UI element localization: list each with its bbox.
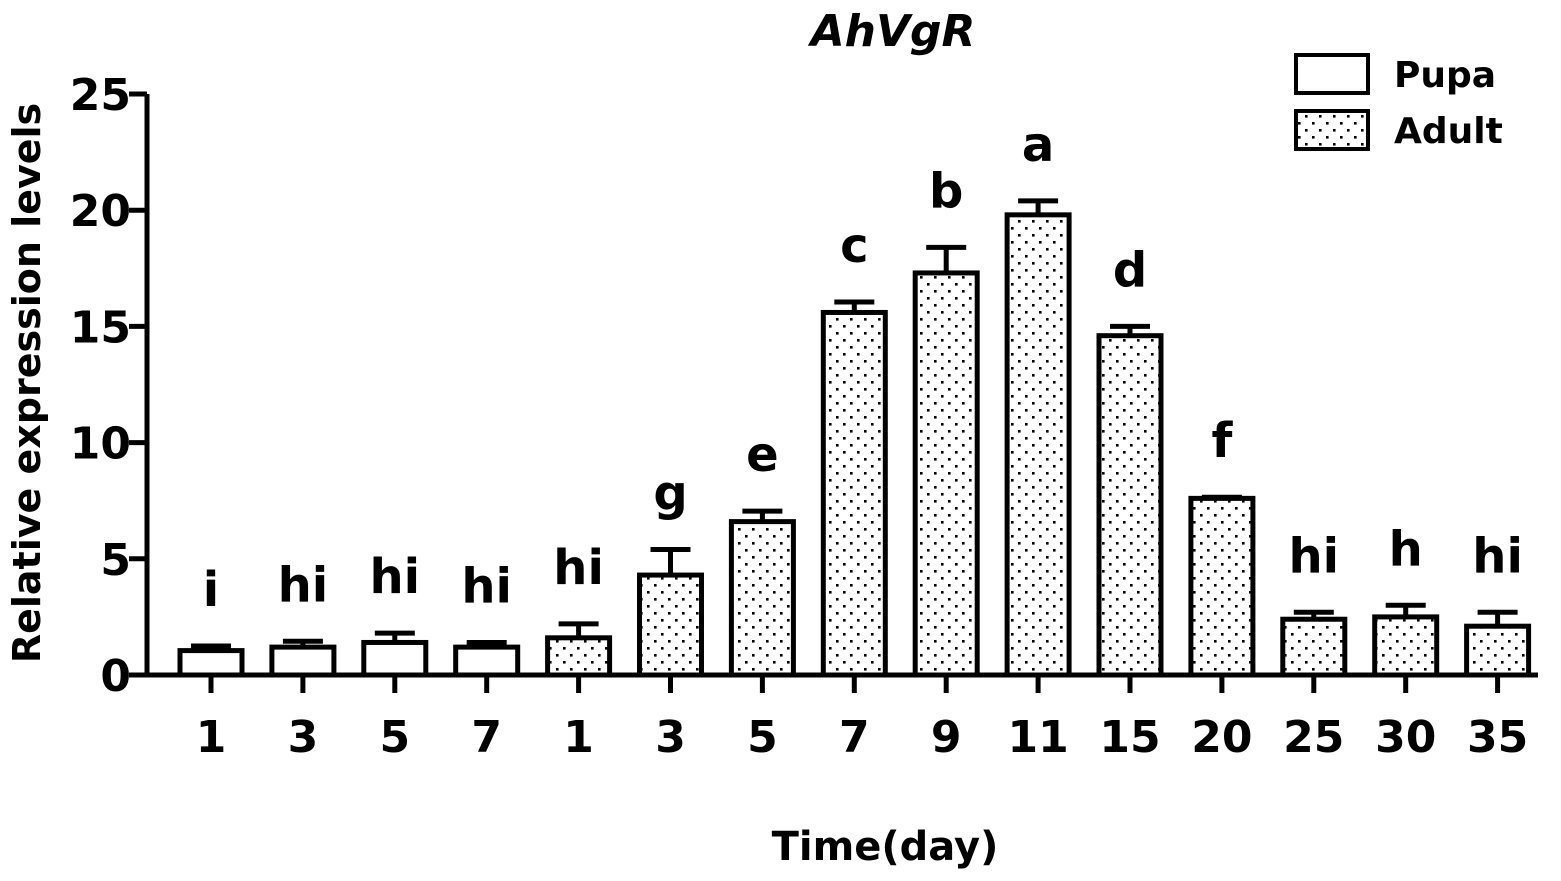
x-axis-label: Time(day) bbox=[772, 824, 999, 870]
significance-label: hi bbox=[369, 549, 420, 605]
x-tick-label: 9 bbox=[931, 712, 962, 763]
legend-label-adult: Adult bbox=[1394, 111, 1503, 152]
bar bbox=[545, 635, 613, 678]
bars bbox=[177, 198, 1532, 678]
chart-title: AhVgR bbox=[808, 6, 976, 57]
bar bbox=[1188, 495, 1256, 678]
significance-label: hi bbox=[1288, 528, 1339, 584]
bar bbox=[177, 648, 245, 678]
significance-label: hi bbox=[553, 540, 604, 596]
x-tick-label: 3 bbox=[655, 712, 686, 763]
x-tick-label: 25 bbox=[1283, 712, 1344, 763]
bar bbox=[1280, 616, 1348, 678]
x-tick-label: 11 bbox=[1007, 712, 1068, 763]
significance-label: f bbox=[1211, 413, 1233, 469]
significance-label: hi bbox=[461, 558, 512, 614]
significance-label: b bbox=[929, 163, 963, 219]
y-tick-label: 10 bbox=[70, 419, 131, 470]
x-axis: 1 3 5 7 1 3 5 7 9 11 15 20 25 30 35 bbox=[147, 672, 1538, 763]
significance-label: c bbox=[840, 218, 868, 274]
bar bbox=[1372, 614, 1440, 678]
significance-label: a bbox=[1022, 117, 1054, 173]
legend-label-pupa: Pupa bbox=[1394, 55, 1496, 96]
x-tick-label: 15 bbox=[1099, 712, 1160, 763]
y-tick-label: 0 bbox=[100, 651, 131, 702]
x-tick-label: 7 bbox=[839, 712, 870, 763]
bar bbox=[1096, 333, 1164, 678]
bar bbox=[820, 309, 888, 678]
significance-label: hi bbox=[1472, 528, 1523, 584]
legend: Pupa Adult bbox=[1294, 53, 1503, 152]
x-tick-label: 35 bbox=[1467, 712, 1528, 763]
significance-label: h bbox=[1389, 521, 1423, 577]
y-tick-label: 5 bbox=[100, 535, 131, 586]
x-tick-label: 30 bbox=[1375, 712, 1436, 763]
significance-label: i bbox=[203, 562, 219, 618]
y-axis: 0 5 10 15 20 25 bbox=[70, 70, 150, 702]
bar bbox=[361, 639, 429, 678]
x-tick-label: 1 bbox=[563, 712, 594, 763]
y-tick-label: 20 bbox=[70, 186, 131, 237]
bar bbox=[453, 644, 521, 678]
bar bbox=[1464, 623, 1532, 678]
bar bbox=[269, 644, 337, 678]
x-tick-label: 5 bbox=[379, 712, 410, 763]
x-tick-label: 7 bbox=[471, 712, 502, 763]
x-tick-label: 1 bbox=[196, 712, 227, 763]
legend-swatch-adult bbox=[1294, 109, 1370, 151]
significance-label: g bbox=[653, 466, 687, 522]
bar bbox=[637, 572, 704, 678]
x-tick-label: 5 bbox=[747, 712, 778, 763]
bar bbox=[1004, 212, 1072, 678]
bar bbox=[912, 270, 980, 678]
significance-label: e bbox=[746, 427, 779, 483]
bar bbox=[728, 519, 796, 678]
significance-label: hi bbox=[278, 557, 329, 613]
y-tick-label: 15 bbox=[70, 302, 131, 353]
x-tick-label: 3 bbox=[288, 712, 319, 763]
legend-swatch-pupa bbox=[1294, 53, 1370, 95]
y-axis-label: Relative expression levels bbox=[5, 103, 49, 663]
significance-label: d bbox=[1113, 242, 1147, 298]
y-tick-label: 25 bbox=[70, 70, 131, 121]
x-tick-label: 20 bbox=[1191, 712, 1252, 763]
